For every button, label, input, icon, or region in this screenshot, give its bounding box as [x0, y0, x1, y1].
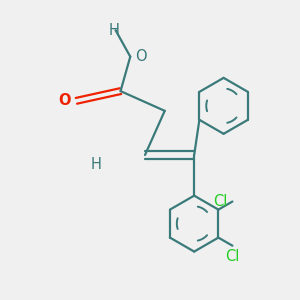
Text: O: O	[135, 49, 146, 64]
Text: H: H	[109, 23, 119, 38]
Text: Cl: Cl	[225, 249, 240, 264]
Text: Cl: Cl	[214, 194, 228, 209]
Text: O: O	[58, 93, 71, 108]
Text: H: H	[91, 157, 102, 172]
